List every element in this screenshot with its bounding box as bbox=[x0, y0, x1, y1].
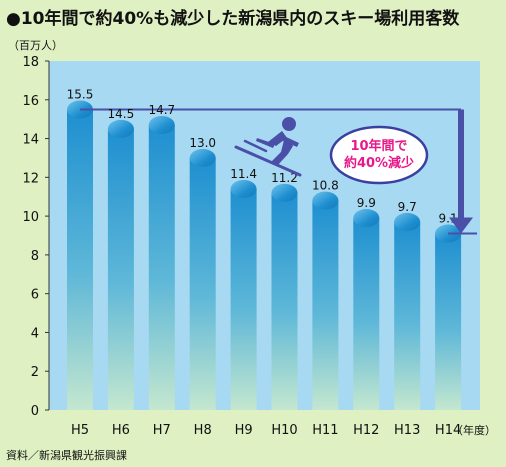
bar bbox=[148, 124, 175, 410]
bar-cap bbox=[394, 212, 421, 231]
source-note: 資料／新潟県観光振興課 bbox=[6, 449, 127, 462]
y-tick-label: 12 bbox=[22, 171, 39, 186]
bar bbox=[189, 157, 216, 410]
y-tick-label: 0 bbox=[31, 404, 39, 419]
value-label: 9.7 bbox=[398, 200, 417, 214]
y-tick-label: 14 bbox=[22, 133, 39, 148]
value-label: 13.0 bbox=[189, 136, 216, 150]
decrease-arrow bbox=[449, 109, 473, 234]
x-tick-label: H11 bbox=[312, 423, 338, 438]
x-axis-unit: （年度） bbox=[452, 423, 496, 437]
value-label: 9.9 bbox=[357, 196, 376, 210]
y-tick-label: 8 bbox=[31, 249, 39, 264]
bar bbox=[271, 192, 298, 410]
bar-cap bbox=[230, 179, 257, 198]
value-label: 11.4 bbox=[230, 167, 257, 181]
value-label: 10.8 bbox=[312, 179, 339, 193]
bar bbox=[353, 218, 380, 410]
y-tick-label: 2 bbox=[31, 365, 39, 380]
value-label: 15.5 bbox=[67, 87, 94, 101]
decrease-annotation: 10年間で約40%減少 bbox=[329, 109, 473, 234]
y-tick-label: 4 bbox=[31, 326, 39, 341]
x-tick-label: H8 bbox=[194, 423, 212, 438]
x-tick-label: H9 bbox=[235, 423, 253, 438]
x-tick-label: H14 bbox=[435, 423, 461, 438]
y-tick-label: 18 bbox=[22, 55, 39, 70]
value-label: 11.2 bbox=[271, 171, 298, 185]
x-tick-label: H7 bbox=[153, 423, 171, 438]
bar bbox=[107, 128, 134, 410]
bar bbox=[230, 188, 257, 410]
bar bbox=[435, 233, 462, 410]
y-tick-label: 16 bbox=[22, 94, 39, 109]
bar bbox=[312, 200, 339, 410]
y-axis-unit: （百万人） bbox=[8, 39, 63, 52]
bar-cap bbox=[271, 183, 298, 202]
value-label: 14.7 bbox=[148, 103, 175, 117]
x-tick-label: H13 bbox=[394, 423, 420, 438]
x-tick-label: H6 bbox=[112, 423, 130, 438]
bar-cap bbox=[312, 191, 339, 210]
annotation-oval bbox=[329, 125, 429, 185]
bar bbox=[67, 109, 93, 410]
annotation-text: 10年間で約40%減少 bbox=[344, 138, 414, 171]
x-tick-label: H5 bbox=[71, 423, 89, 438]
x-tick-label: H10 bbox=[271, 423, 297, 438]
bar-cap bbox=[189, 148, 216, 167]
bar-cap bbox=[353, 209, 380, 228]
bar-cap bbox=[107, 119, 134, 138]
bar bbox=[394, 221, 421, 410]
chart-title: ●10年間で約40%も減少した新潟県内のスキー場利用客数 bbox=[6, 9, 460, 29]
annotation-line: 10年間で bbox=[350, 138, 407, 154]
y-tick-label: 10 bbox=[22, 210, 39, 225]
y-tick-label: 6 bbox=[31, 288, 39, 303]
skier-icon bbox=[234, 117, 302, 177]
value-label: 14.5 bbox=[108, 107, 135, 121]
annotation-line: 約40%減少 bbox=[344, 155, 414, 171]
x-tick-label: H12 bbox=[353, 423, 379, 438]
bar-cap bbox=[148, 115, 175, 134]
